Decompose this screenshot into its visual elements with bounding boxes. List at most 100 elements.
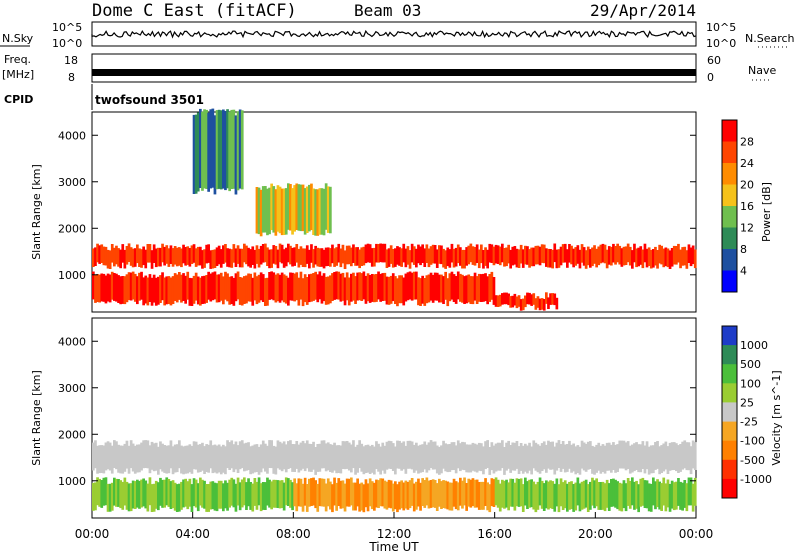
echo-cell [612, 243, 615, 263]
echo-cell [129, 272, 133, 301]
freq-tick-bottom: 8 [68, 71, 75, 84]
echo-cell [117, 479, 120, 507]
echo-cell [322, 273, 326, 302]
echo-cell [270, 481, 273, 510]
echo-cell [154, 277, 158, 306]
echo-cell [196, 276, 200, 305]
echo-cell [358, 272, 361, 301]
echo-cell [123, 249, 127, 269]
echo-cell [314, 245, 317, 265]
echo-cell [578, 446, 582, 475]
echo-cell [561, 244, 565, 263]
echo-cell [266, 277, 269, 306]
echo-cell [475, 479, 479, 508]
echo-cell [215, 483, 219, 512]
echo-cell [545, 248, 548, 267]
echo-cell [394, 276, 397, 304]
echo-cell [117, 248, 120, 267]
echo-cell [314, 271, 317, 300]
echo-cell [471, 478, 475, 507]
echo-cell [408, 250, 412, 269]
echo-cell [173, 246, 177, 265]
echo-cell [94, 482, 97, 511]
echo-cell [247, 478, 250, 507]
echo-cell [631, 444, 634, 473]
echo-cell [406, 481, 410, 510]
echo-cell [605, 479, 609, 508]
echo-cell [203, 480, 206, 509]
echo-cell [318, 443, 322, 472]
echo-cell [236, 445, 240, 473]
echo-cell [146, 440, 150, 469]
echo-cell [425, 244, 429, 263]
echo-cell [356, 247, 359, 266]
echo-cell [603, 483, 607, 512]
echo-cell [582, 442, 586, 471]
nsearch-tick-top: 10^5 [706, 21, 736, 34]
echo-cell [157, 482, 160, 511]
nsky-tick-bottom: 10^0 [52, 37, 82, 50]
echo-cell [402, 441, 406, 470]
echo-cell [171, 446, 175, 475]
echo-cell [157, 446, 160, 475]
echo-cell [658, 446, 661, 475]
echo-cell [280, 443, 284, 472]
echo-cell [530, 294, 533, 306]
echo-cell [255, 481, 259, 510]
echo-cell [435, 249, 439, 268]
echo-cell [190, 245, 194, 264]
nsearch-tick-bottom: 10^0 [706, 37, 736, 50]
echo-cell [192, 275, 196, 304]
echo-cell [243, 477, 246, 506]
echo-cell [568, 440, 571, 469]
echo-cell [138, 480, 141, 509]
echo-cell [545, 480, 548, 509]
echo-cell [631, 250, 634, 269]
echo-cell [196, 444, 200, 473]
echo-cell [435, 272, 439, 301]
echo-cell [555, 478, 559, 507]
velocity-panel: 1000 2000 3000 4000 Slant Range [km] 1000 50… [30, 317, 783, 519]
echo-cell [368, 244, 372, 263]
echo-cell [259, 245, 263, 265]
echo-cell [551, 481, 554, 509]
echo-cell [540, 244, 544, 263]
colorbar-tick-label: 1000 [740, 339, 768, 352]
echo-cell [454, 247, 458, 267]
echo-cell [448, 249, 452, 268]
echo-cell [477, 273, 481, 302]
echo-cell [272, 445, 276, 474]
echo-cell [566, 483, 569, 512]
echo-cell [652, 445, 655, 474]
echo-cell [335, 482, 338, 511]
echo-cell [268, 187, 271, 235]
echo-cell [540, 298, 544, 310]
echo-cell [683, 480, 687, 508]
echo-cell [222, 109, 225, 189]
echo-cell [679, 444, 682, 472]
echo-cell [297, 248, 301, 268]
echo-cell [270, 183, 273, 231]
echo-cell [113, 273, 116, 301]
echo-cell [660, 445, 663, 473]
power-colorbar: 4 8 12 16 20 24 28 [721, 119, 754, 293]
echo-cell [505, 442, 508, 471]
echo-cell [213, 271, 217, 300]
echo-cell [280, 244, 284, 264]
echo-cell [459, 477, 462, 506]
echo-cell [576, 245, 580, 264]
echo-cell [473, 479, 477, 508]
echo-cell [563, 480, 567, 509]
echo-cell [534, 245, 538, 265]
echo-cell [547, 297, 550, 309]
echo-cell [452, 478, 456, 507]
echo-cell [240, 440, 244, 469]
echo-cell [182, 446, 185, 475]
colorbar-segment [722, 141, 737, 164]
echo-cell [618, 482, 622, 511]
echo-cell [446, 444, 450, 473]
echo-cell [289, 184, 292, 231]
echo-cell [211, 108, 215, 188]
echo-cell [196, 483, 200, 512]
echo-cell [693, 442, 697, 470]
